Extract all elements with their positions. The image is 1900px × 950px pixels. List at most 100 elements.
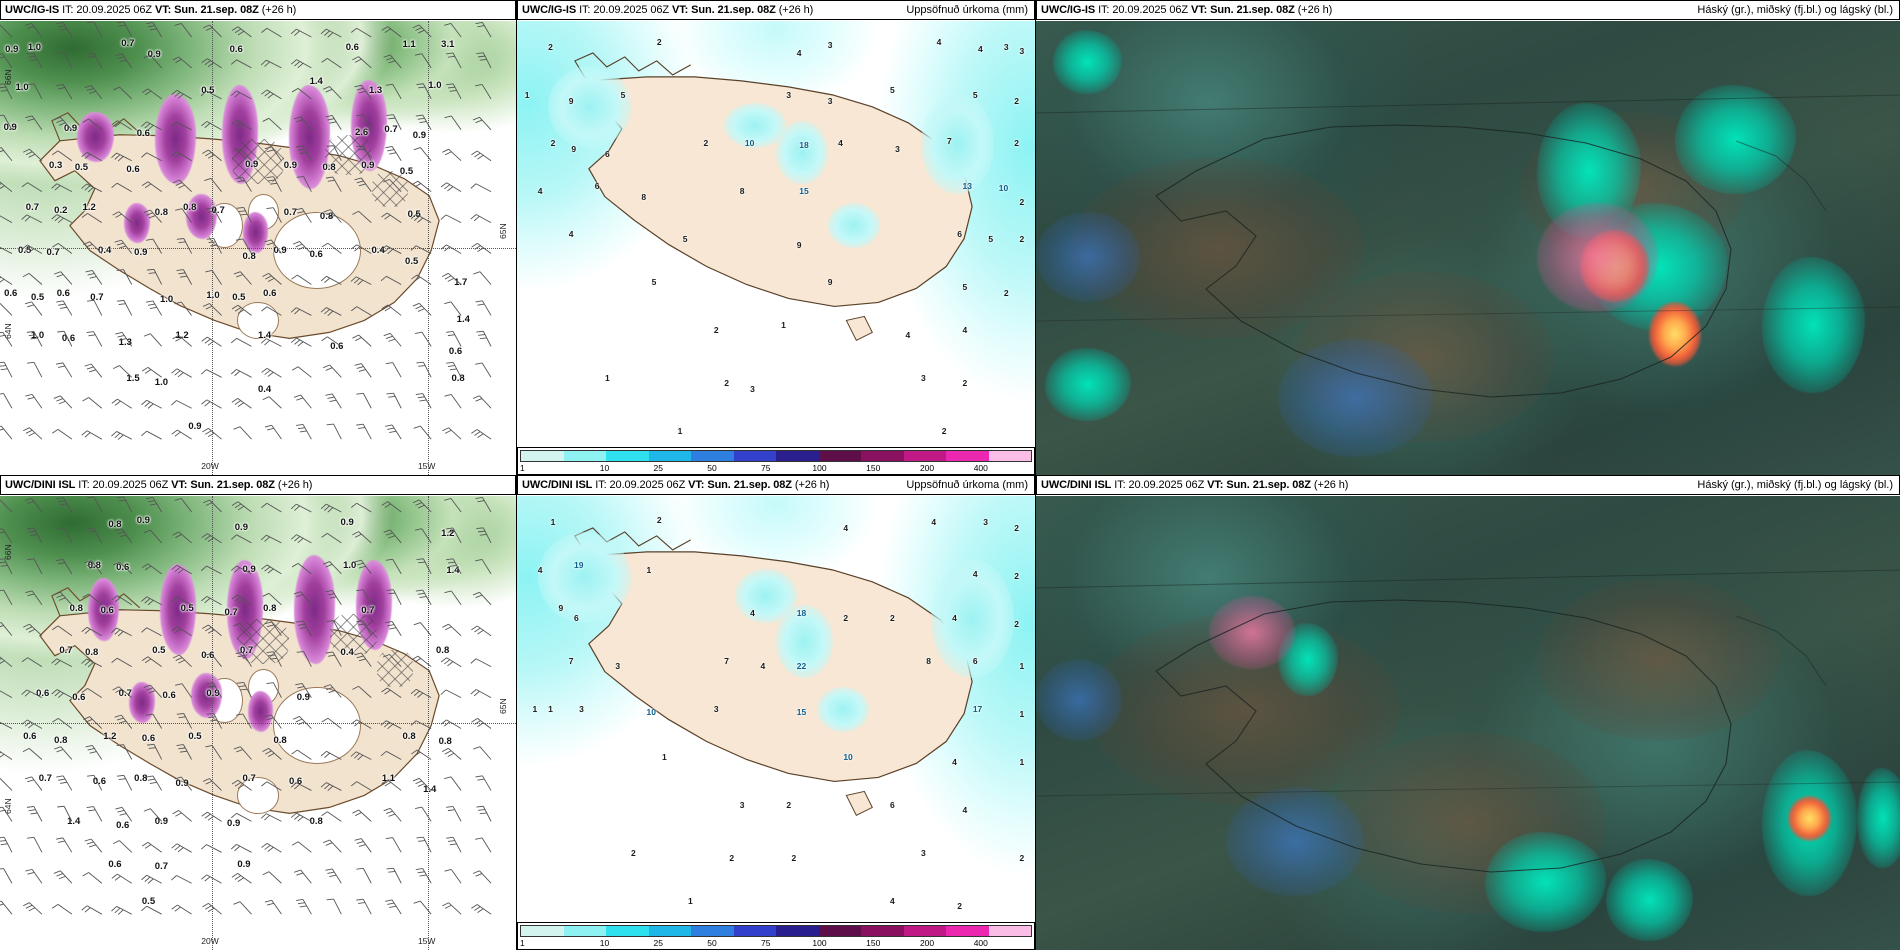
accum-precip-value: 8 <box>739 186 745 197</box>
lat-tick-64n: 64N <box>3 323 13 339</box>
accum-precip-value: 2 <box>791 853 797 864</box>
accum-precip-value: 3 <box>750 383 755 394</box>
lat-tick-66n: 66N <box>3 543 13 560</box>
accum-precip-value: 2 <box>1019 197 1025 208</box>
precip-core <box>247 691 274 733</box>
colorbar-swatches-bottom <box>520 925 1032 937</box>
map-bottom-middle[interactable]: 1 2 4 4 3 2 4 19 1 4 2 9 6 4 18 2 2 4 2 7 3 7 4 22 8 6 1 1 1 3 10 3 15 17… <box>517 496 1035 950</box>
precip-value-label: 0.9 <box>340 517 354 529</box>
colorbar-swatch <box>946 926 989 936</box>
accum-precip-value: 5 <box>682 234 688 245</box>
colorbar-tick-label: 200 <box>919 463 935 473</box>
panel-bottom-middle[interactable]: UWC/DINI ISL IT: 20.09.2025 06Z VT: Sun.… <box>517 475 1036 950</box>
accum-precip-value: 2 <box>786 800 792 811</box>
precip-value-label: 0.6 <box>345 42 359 54</box>
precip-core <box>129 682 155 723</box>
precip-area <box>817 686 870 733</box>
precip-value-label: 1.0 <box>343 560 357 571</box>
colorbar-tick-label: 50 <box>707 938 717 948</box>
colorbar-tick-label: 25 <box>653 938 663 948</box>
accum-precip-value: 2 <box>1019 853 1025 864</box>
precip-area <box>827 202 880 248</box>
precip-value-label: 0.9 <box>273 245 287 257</box>
precip-core <box>123 202 150 244</box>
precip-value-label: 0.6 <box>136 127 150 139</box>
colorbar-swatch <box>733 451 776 461</box>
accum-precip-value: 2 <box>656 515 662 526</box>
accum-precip-value: 4 <box>838 138 843 149</box>
accum-precip-value: 3 <box>1019 45 1025 56</box>
precip-value-label: 1.0 <box>15 81 29 93</box>
map-top-left[interactable]: 20W 15W 66N 65N 64N 0.9 1.0 0.7 0.9 0.6 0.6 1.… <box>0 21 516 475</box>
init-time: IT: 20.09.2025 06Z <box>579 4 670 16</box>
precip-area <box>724 102 787 149</box>
precip-value-label: 0.6 <box>263 287 277 299</box>
accum-precip-value: 1 <box>550 517 556 528</box>
accum-precip-value: 9 <box>827 277 833 288</box>
accum-precip-value: 1 <box>646 565 652 576</box>
colorbar-swatch <box>946 451 989 461</box>
precip-area <box>921 93 994 194</box>
accum-precip-value: 2 <box>656 37 662 47</box>
panel-header-bottom-right: UWC/DINI ISL IT: 20.09.2025 06Z VT: Sun.… <box>1036 475 1900 495</box>
lon-tick-20w: 20W <box>201 461 219 471</box>
precip-value-label: 0.6 <box>126 163 140 175</box>
accum-precip-value: 4 <box>978 44 983 55</box>
precip-value-label: 0.5 <box>201 85 215 96</box>
lead-time: (+26 h) <box>261 4 297 16</box>
cloud-patch <box>1036 659 1123 742</box>
panel-bottom-right[interactable]: UWC/DINI ISL IT: 20.09.2025 06Z VT: Sun.… <box>1036 475 1900 950</box>
precip-value-label: 0.6 <box>56 287 70 299</box>
precip-value-label: 0.4 <box>258 383 272 395</box>
precip-value-label: 0.7 <box>283 206 298 218</box>
precip-core <box>242 211 269 253</box>
panel-bottom-left[interactable]: UWC/DINI ISL IT: 20.09.2025 06Z VT: Sun.… <box>0 475 517 950</box>
cloud-patch <box>1226 786 1365 896</box>
accum-precip-value: 1 <box>781 319 786 330</box>
panel-title-bottom-middle: UWC/DINI ISL IT: 20.09.2025 06Z VT: Sun.… <box>522 479 829 491</box>
accum-precip-value: 4 <box>889 896 895 907</box>
accum-precip-value: 1 <box>1019 709 1025 720</box>
model-name: UWC/DINI ISL <box>522 479 593 491</box>
precip-value-label: 0.9 <box>361 159 375 171</box>
map-top-middle[interactable]: 2 2 4 3 4 4 3 3 1 9 5 3 3 5 5 2 2 9 6 2 10 18 4 3 7 2 4 6 8 8 15 13 10 2 4… <box>517 21 1035 475</box>
panel-top-middle[interactable]: UWC/IG-IS IT: 20.09.2025 06Z VT: Sun. 21… <box>517 0 1036 475</box>
colorbar-bottom[interactable]: 1 10 25 50 75 100 150 200 400 <box>517 922 1035 950</box>
accum-precip-value: 4 <box>936 37 942 47</box>
hatched-area <box>376 650 413 687</box>
accum-precip-value: 6 <box>957 229 963 240</box>
precip-value-label: 0.9 <box>296 692 310 704</box>
precip-value-label: 0.6 <box>116 820 130 832</box>
cloud-patch <box>1277 338 1434 457</box>
precip-value-label: 0.5 <box>399 166 414 178</box>
accum-precip-value: 10 <box>744 138 755 149</box>
colorbar-tick-label: 25 <box>653 463 663 473</box>
accum-precip-value: 5 <box>972 90 978 101</box>
precip-value-label: 0.4 <box>98 245 112 257</box>
init-time: IT: 20.09.2025 06Z <box>1114 479 1205 491</box>
colorbar-tick-label: 100 <box>812 938 827 948</box>
map-bottom-right[interactable] <box>1036 496 1900 950</box>
precip-value-label: 0.9 <box>412 129 427 141</box>
map-top-right[interactable] <box>1036 21 1900 475</box>
colorbar-top[interactable]: 1 10 25 50 75 100 150 200 400 <box>517 447 1035 475</box>
map-bottom-left[interactable]: 20W 15W 66N 65N 64N 0.8 0.9 0.9 0.9 1.2 0.8 0.… <box>0 496 516 950</box>
precip-value-label: 1.2 <box>82 202 96 214</box>
precip-value-label: 0.5 <box>18 245 32 257</box>
low-cloud-area <box>1606 859 1693 941</box>
precip-value-label: 0.7 <box>154 860 169 872</box>
accum-precip-value: 18 <box>796 608 807 619</box>
precip-value-label: 0.8 <box>54 734 68 746</box>
accum-precip-value: 6 <box>889 800 895 811</box>
accum-precip-value: 4 <box>750 608 755 619</box>
precip-value-label: 0.8 <box>69 602 83 614</box>
panel-top-right[interactable]: UWC/IG-IS IT: 20.09.2025 06Z VT: Sun. 21… <box>1036 0 1900 475</box>
valid-time: VT: Sun. 21.sep. 08Z <box>171 479 275 491</box>
precip-value-label: 0.6 <box>92 775 107 787</box>
accum-precip-value: 6 <box>605 149 610 160</box>
accum-precip-value: 10 <box>646 707 656 718</box>
colorbar-swatch <box>606 926 649 936</box>
panel-top-left[interactable]: UWC/IG-IS IT: 20.09.2025 06Z VT: Sun. 21… <box>0 0 517 475</box>
accum-precip-value: 2 <box>843 613 849 624</box>
precip-value-label: 0.8 <box>154 206 169 218</box>
